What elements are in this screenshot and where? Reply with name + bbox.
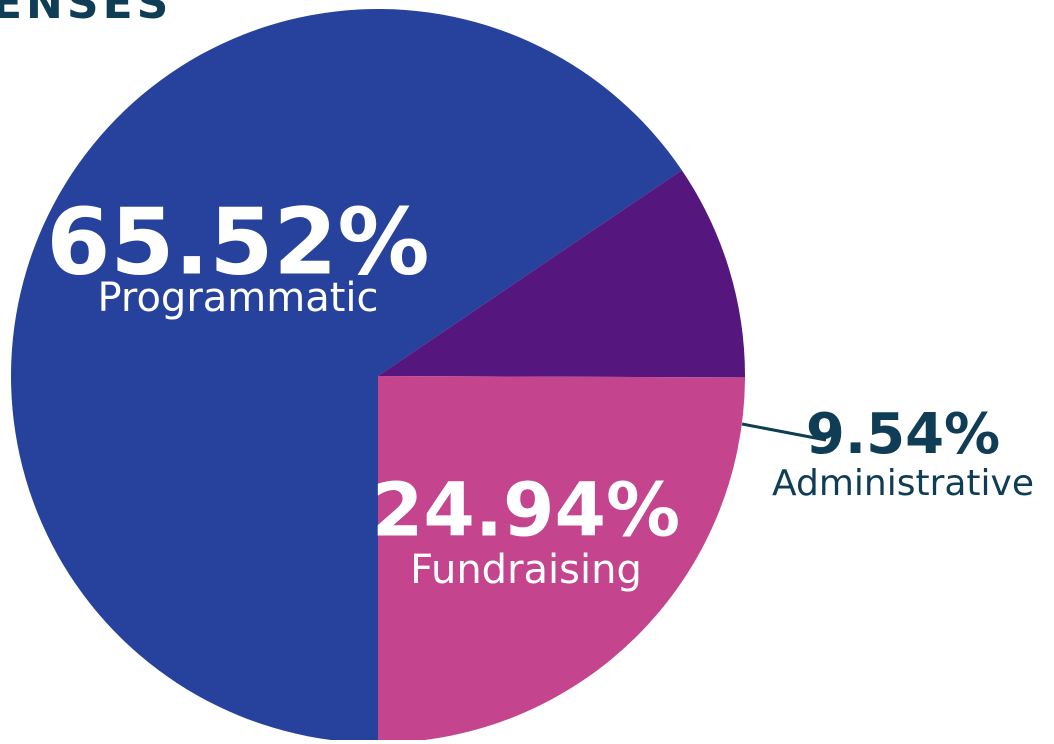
value-label: 9.54% — [806, 402, 1000, 467]
value-label: 65.52% — [46, 188, 429, 295]
leader-line — [741, 422, 827, 442]
chart-title: ENSES — [0, 0, 172, 29]
pie-slice — [378, 376, 745, 743]
value-label: 24.94% — [372, 468, 680, 554]
pie-slice — [378, 170, 745, 378]
category-label: Programmatic — [97, 275, 378, 321]
pie-slice — [10, 8, 682, 744]
category-label: Fundraising — [410, 547, 642, 593]
category-label: Administrative — [772, 463, 1034, 504]
